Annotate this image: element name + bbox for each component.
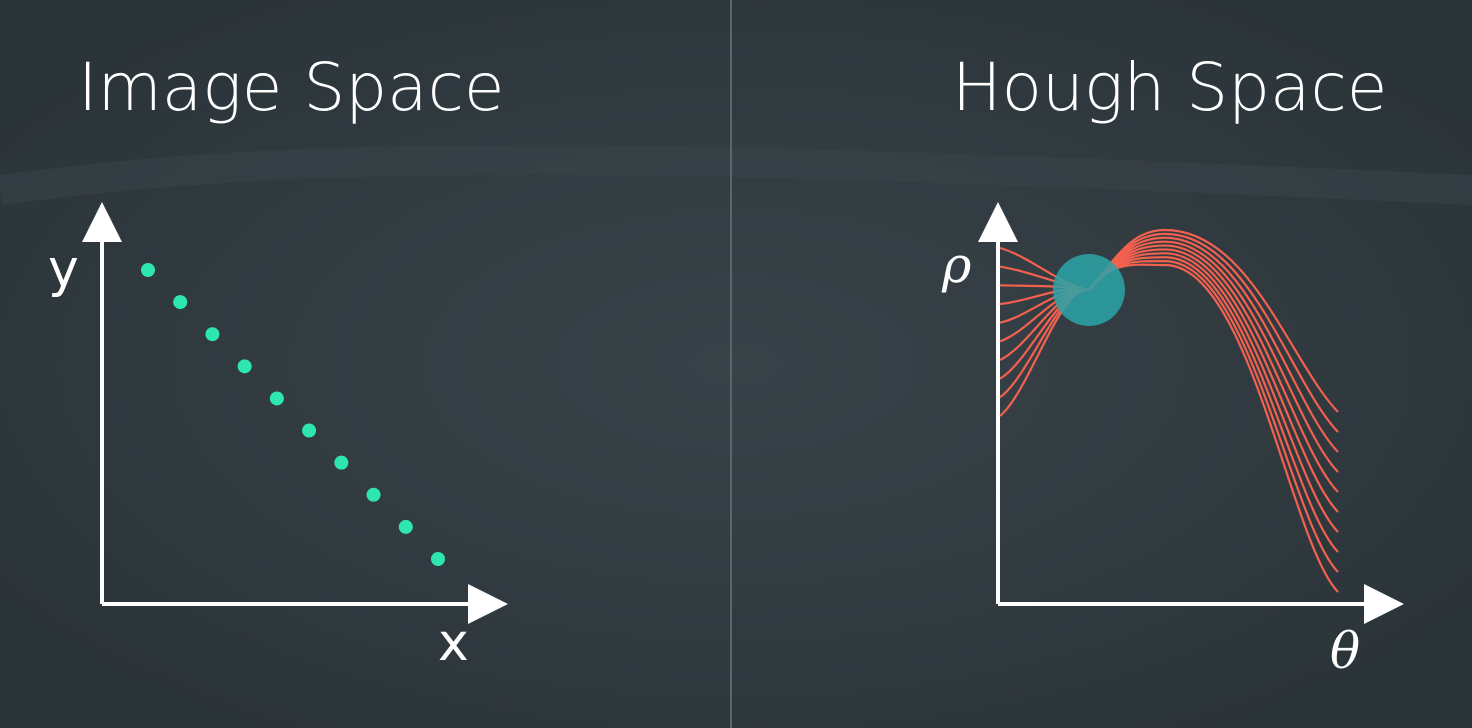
hough-space-title: Hough Space xyxy=(952,49,1387,126)
image-point xyxy=(237,359,252,374)
image-point xyxy=(269,391,284,406)
image-point xyxy=(334,455,349,470)
intersection-highlight xyxy=(1053,254,1125,326)
background-texture xyxy=(0,145,1472,205)
hough-curve xyxy=(999,256,1339,553)
image-point xyxy=(366,487,381,502)
image-point xyxy=(141,263,155,277)
image-y-axis-label: y xyxy=(48,239,79,299)
image-point xyxy=(173,295,188,310)
hough-rho-label: ρ xyxy=(941,236,972,294)
image-space-panel: Image Space y x xyxy=(48,49,508,673)
image-x-axis-label: x xyxy=(438,613,469,673)
image-point xyxy=(302,423,317,438)
image-space-title: Image Space xyxy=(78,49,505,126)
hough-curve xyxy=(999,260,1339,573)
image-point xyxy=(398,519,413,534)
image-points xyxy=(141,263,445,566)
hough-curve xyxy=(999,263,1339,593)
image-point xyxy=(431,552,445,566)
hough-theta-label: θ xyxy=(1330,622,1360,680)
hough-curve xyxy=(999,228,1339,413)
hough-space-panel: Hough Space ρ θ xyxy=(941,49,1404,680)
hough-curve xyxy=(999,252,1339,533)
image-point xyxy=(205,327,220,342)
